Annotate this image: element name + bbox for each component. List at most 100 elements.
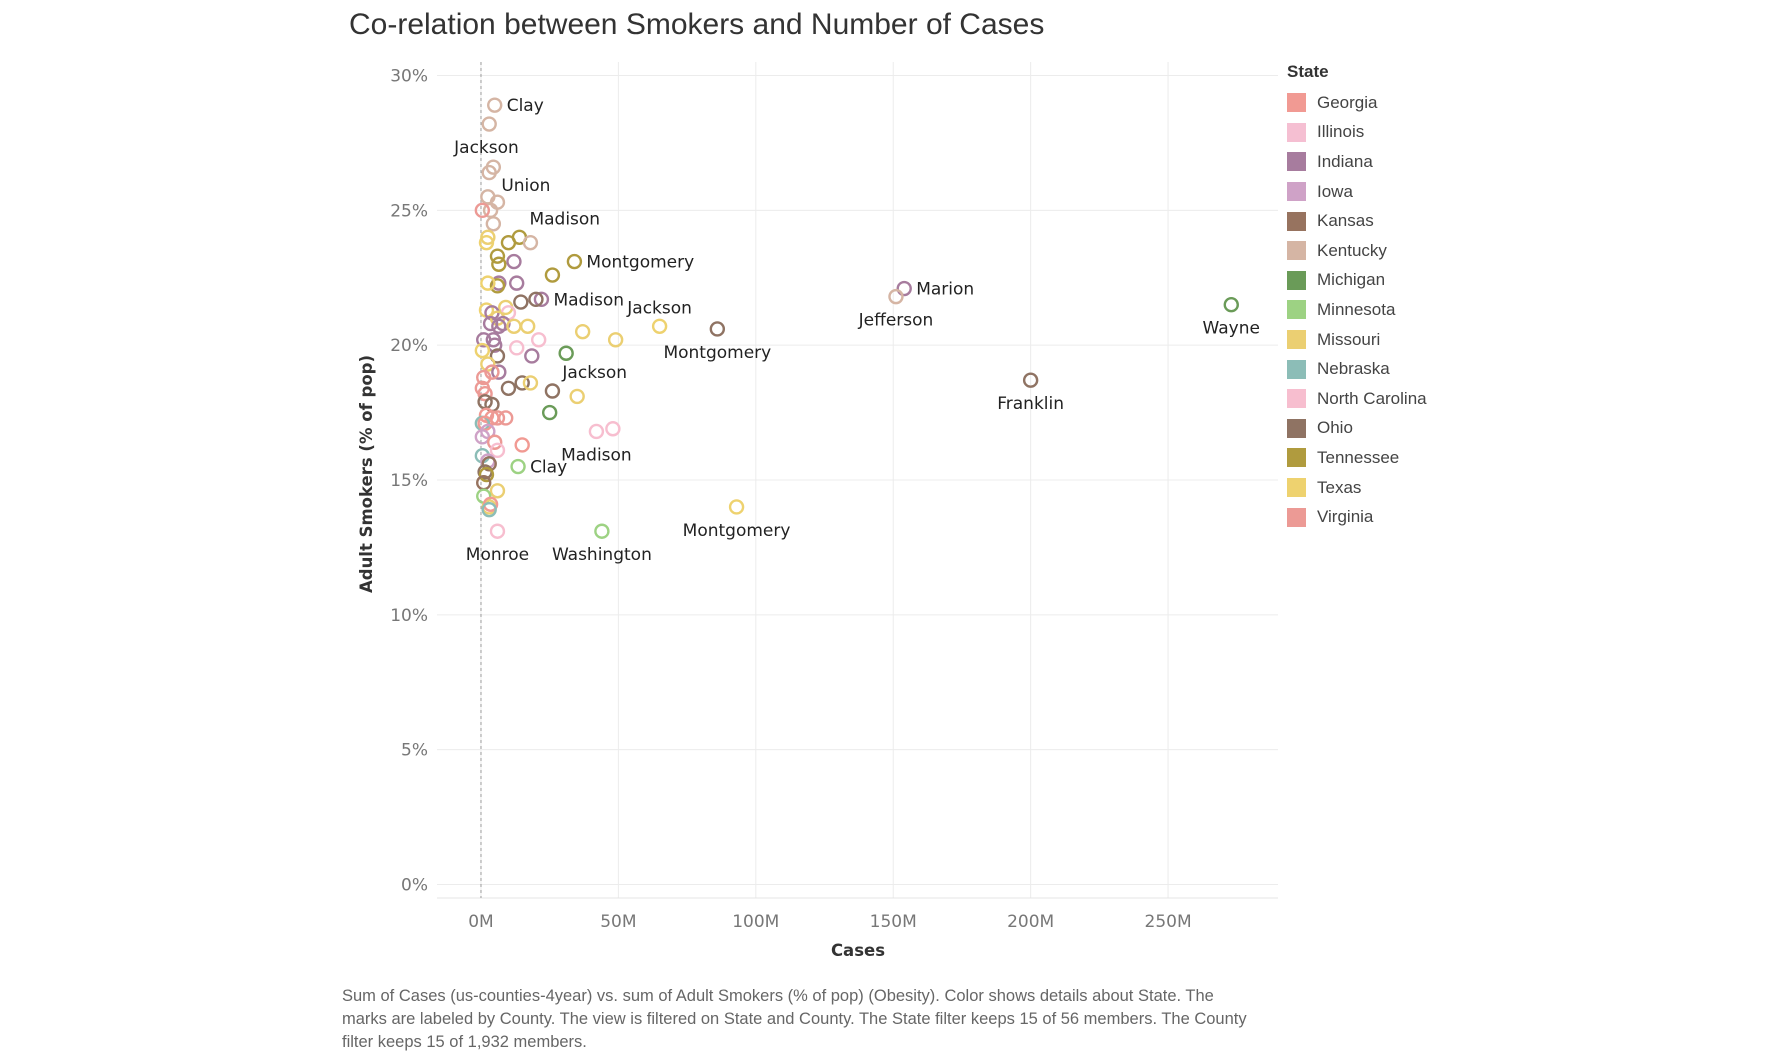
legend-item[interactable]: Minnesota bbox=[1287, 295, 1427, 325]
point-label: Montgomery bbox=[586, 253, 694, 273]
legend-label: Nebraska bbox=[1317, 359, 1390, 379]
data-point[interactable] bbox=[514, 375, 530, 391]
data-point[interactable] bbox=[728, 499, 745, 515]
legend-item[interactable]: Nebraska bbox=[1287, 354, 1427, 384]
data-point[interactable] bbox=[498, 410, 514, 426]
legend-item[interactable]: Ohio bbox=[1287, 414, 1427, 444]
data-point[interactable] bbox=[480, 229, 496, 245]
point-label: Montgomery bbox=[683, 521, 791, 541]
data-point[interactable] bbox=[513, 294, 529, 310]
data-point[interactable] bbox=[491, 256, 507, 272]
data-point[interactable] bbox=[481, 501, 497, 518]
y-tick-label: 5% bbox=[401, 741, 428, 761]
y-tick-label: 30% bbox=[390, 66, 428, 86]
data-point[interactable] bbox=[558, 345, 574, 361]
data-point[interactable] bbox=[1022, 372, 1039, 388]
legend-item[interactable]: Illinois bbox=[1287, 118, 1427, 148]
data-point[interactable] bbox=[530, 332, 547, 348]
data-point[interactable] bbox=[481, 456, 497, 472]
legend-swatch bbox=[1287, 300, 1306, 320]
data-point[interactable] bbox=[489, 410, 506, 426]
data-point[interactable] bbox=[491, 364, 507, 380]
legend-item[interactable]: Tennessee bbox=[1287, 443, 1427, 473]
data-point[interactable] bbox=[533, 291, 550, 308]
data-point[interactable] bbox=[519, 318, 536, 334]
legend-label: Kentucky bbox=[1317, 240, 1387, 260]
scatter-plot[interactable]: 0% 5% 10% 15% 20% 25% 30% 0M 50M 100M 150M 200M 250… bbox=[0, 0, 1280, 980]
data-point[interactable] bbox=[480, 356, 496, 372]
data-point[interactable] bbox=[510, 458, 526, 475]
data-point[interactable] bbox=[474, 429, 491, 445]
data-point[interactable] bbox=[607, 332, 624, 348]
data-point[interactable] bbox=[522, 375, 539, 391]
data-point[interactable] bbox=[487, 434, 503, 450]
data-point[interactable] bbox=[489, 248, 506, 264]
x-tick-label: 150M bbox=[870, 912, 917, 932]
data-point[interactable] bbox=[524, 348, 540, 364]
legend-item[interactable]: Kentucky bbox=[1287, 236, 1427, 266]
data-point[interactable] bbox=[506, 253, 522, 270]
data-point[interactable] bbox=[509, 340, 525, 356]
data-point[interactable] bbox=[489, 278, 506, 294]
legend-item[interactable]: Iowa bbox=[1287, 177, 1427, 207]
data-point[interactable] bbox=[569, 388, 585, 405]
data-point[interactable] bbox=[541, 404, 558, 421]
legend-label: Michigan bbox=[1317, 270, 1386, 290]
x-tick-label: 0M bbox=[468, 912, 493, 932]
legend-label: Indiana bbox=[1317, 151, 1373, 171]
data-point[interactable] bbox=[544, 383, 561, 399]
data-point[interactable] bbox=[1223, 297, 1239, 313]
point-label: Madison bbox=[553, 290, 624, 310]
legend-item[interactable]: Missouri bbox=[1287, 325, 1427, 355]
legend-item[interactable]: Indiana bbox=[1287, 147, 1427, 177]
data-point[interactable] bbox=[480, 275, 496, 291]
data-point[interactable] bbox=[476, 369, 492, 386]
y-tick-label: 15% bbox=[390, 471, 428, 491]
data-point[interactable] bbox=[594, 523, 610, 539]
data-point[interactable] bbox=[489, 348, 506, 364]
data-point[interactable] bbox=[896, 280, 912, 297]
legend-swatch bbox=[1287, 359, 1306, 379]
data-point[interactable] bbox=[566, 253, 583, 270]
data-point[interactable] bbox=[487, 97, 503, 113]
data-point[interactable] bbox=[491, 318, 507, 334]
data-point[interactable] bbox=[474, 202, 491, 219]
legend-item[interactable]: Texas bbox=[1287, 473, 1427, 503]
data-point[interactable] bbox=[651, 318, 668, 334]
data-point[interactable] bbox=[489, 442, 506, 459]
legend-item[interactable]: Georgia bbox=[1287, 88, 1427, 118]
data-point[interactable] bbox=[888, 288, 904, 305]
x-tick-label: 200M bbox=[1007, 912, 1054, 932]
legend-label: Kansas bbox=[1317, 211, 1374, 231]
data-point[interactable] bbox=[500, 234, 517, 251]
data-point[interactable] bbox=[489, 483, 506, 499]
data-point[interactable] bbox=[574, 323, 591, 340]
data-point[interactable] bbox=[588, 423, 605, 440]
data-point[interactable] bbox=[481, 116, 497, 132]
data-point[interactable] bbox=[487, 337, 503, 353]
legend-item[interactable]: Michigan bbox=[1287, 266, 1427, 296]
data-point[interactable] bbox=[509, 275, 525, 291]
legend-label: Minnesota bbox=[1317, 299, 1396, 319]
data-point[interactable] bbox=[522, 234, 539, 251]
data-point[interactable] bbox=[605, 421, 621, 437]
data-point[interactable] bbox=[514, 437, 530, 453]
data-point[interactable] bbox=[481, 164, 497, 181]
data-point[interactable] bbox=[478, 466, 495, 483]
legend-item[interactable]: Virginia bbox=[1287, 502, 1427, 532]
data-point[interactable] bbox=[477, 386, 493, 402]
y-tick-label: 10% bbox=[390, 606, 428, 626]
data-point[interactable] bbox=[474, 342, 491, 359]
data-point[interactable] bbox=[485, 216, 502, 232]
legend-item[interactable]: North Carolina bbox=[1287, 384, 1427, 414]
point-label: Madison bbox=[561, 445, 632, 465]
legend-item[interactable]: Kansas bbox=[1287, 206, 1427, 236]
data-point[interactable] bbox=[489, 523, 506, 539]
x-axis-ticks: 0M 50M 100M 150M 200M 250M bbox=[468, 912, 1191, 932]
data-point[interactable] bbox=[500, 380, 517, 397]
data-point[interactable] bbox=[544, 267, 561, 283]
legend-swatch bbox=[1287, 418, 1306, 438]
data-point[interactable] bbox=[709, 321, 726, 337]
data-points bbox=[474, 97, 1239, 539]
data-point[interactable] bbox=[528, 291, 544, 308]
